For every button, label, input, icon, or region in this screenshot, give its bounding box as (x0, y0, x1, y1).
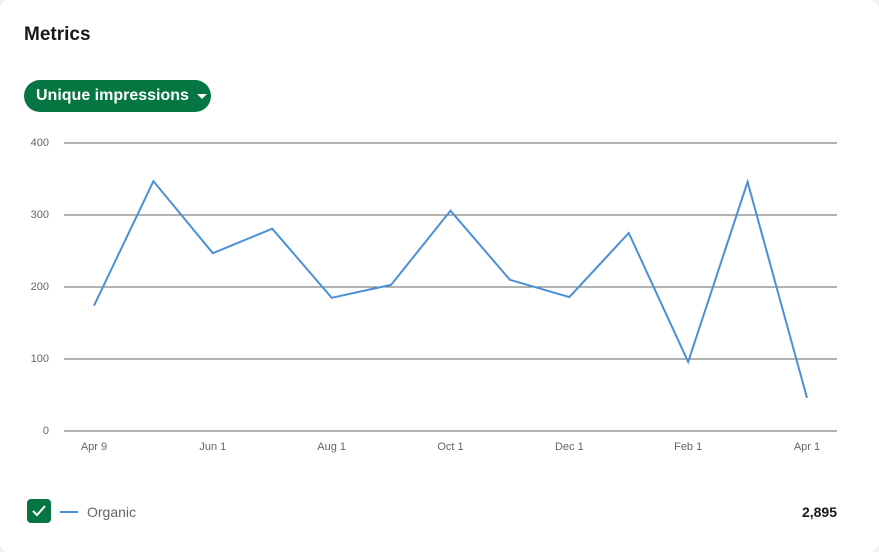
y-tick-label: 0 (43, 425, 49, 437)
x-tick-label: Aug 1 (317, 441, 346, 453)
metric-dropdown[interactable]: Unique impressions (24, 80, 211, 112)
card-title: Metrics (24, 24, 91, 45)
x-tick-label: Jun 1 (199, 441, 226, 453)
series-line (93, 178, 808, 399)
y-tick-label: 400 (31, 137, 49, 149)
y-tick-label: 300 (31, 209, 49, 221)
y-tick-label: 200 (31, 281, 49, 293)
x-tick-label: Dec 1 (555, 441, 584, 453)
x-tick-label: Oct 1 (437, 441, 463, 453)
chart: 0 100 200 300 400 Apr 9 Jun 1 Aug 1 Oct 1 Dec 1 Fe… (31, 137, 837, 453)
x-tick-label: Apr 1 (794, 441, 820, 453)
legend-label: Organic (87, 504, 137, 520)
check-icon (32, 505, 46, 517)
x-tick-label: Apr 9 (81, 441, 107, 453)
total-value: 2,895 (801, 504, 837, 520)
dropdown-label: Unique impressions (36, 87, 189, 104)
caret (196, 93, 207, 99)
y-tick-label: 100 (31, 353, 49, 365)
series-checkbox[interactable] (27, 499, 51, 523)
legend-swatch (60, 511, 78, 513)
x-tick-label: Feb 1 (674, 441, 702, 453)
